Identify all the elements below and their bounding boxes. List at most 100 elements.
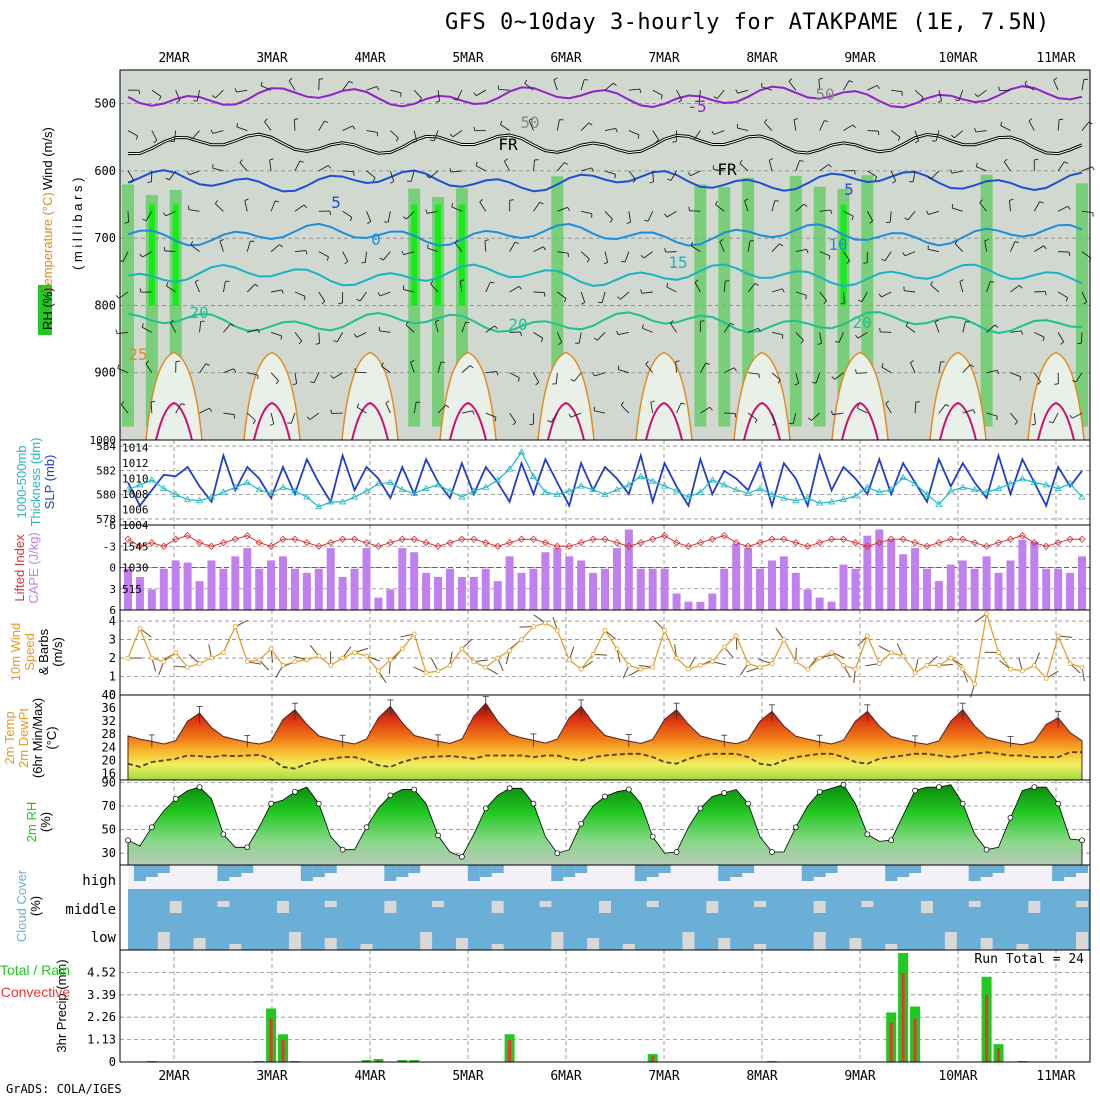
wind-barb-flag bbox=[568, 413, 572, 418]
li-point bbox=[482, 539, 490, 547]
wind-barb bbox=[342, 125, 353, 131]
wind-barb bbox=[832, 412, 844, 416]
wind-barb-flag bbox=[1037, 381, 1041, 385]
wind-speed-point bbox=[984, 611, 989, 617]
contour-label: FR bbox=[717, 160, 737, 179]
wind-barb-flag bbox=[425, 209, 428, 214]
wind-barb-flag bbox=[494, 417, 497, 422]
wind-barb bbox=[643, 251, 653, 259]
wind-barb-flag bbox=[219, 238, 224, 242]
wind-speed-point bbox=[638, 666, 644, 672]
li-point bbox=[935, 539, 943, 547]
wind-barb-flag bbox=[252, 420, 256, 425]
wind-barb bbox=[1081, 251, 1092, 259]
upper-axis-title: RH (%)Temperature (°C) Wind (m/s) ( m i l … bbox=[40, 127, 85, 330]
wind-barb-flag bbox=[254, 283, 259, 287]
hot-layer-contour bbox=[155, 401, 193, 441]
rh-point bbox=[315, 800, 322, 807]
wind-barb bbox=[652, 130, 660, 141]
wind-barb-flag bbox=[427, 244, 429, 249]
wind-barb-flag bbox=[649, 181, 654, 184]
wind-speed-point bbox=[507, 648, 513, 654]
wind-barb-flag bbox=[1053, 77, 1058, 81]
wind-speed-point bbox=[149, 655, 155, 661]
wind-barb-flag bbox=[528, 117, 533, 121]
cape-bar bbox=[684, 601, 693, 610]
x-tick-label-bottom: 7MAR bbox=[648, 1069, 679, 1084]
wind-barb-flag bbox=[855, 334, 859, 339]
wind-barb-flag bbox=[637, 134, 640, 139]
wind-barb-flag bbox=[330, 409, 333, 414]
wind-barb bbox=[379, 330, 391, 333]
y-tick-label: 50 bbox=[102, 823, 116, 837]
wind-barb bbox=[219, 241, 224, 252]
wind-speed-point bbox=[853, 666, 858, 672]
li-point bbox=[565, 542, 573, 550]
wind-barb-flag bbox=[499, 120, 503, 125]
cape-bar bbox=[970, 568, 979, 610]
wind-barb bbox=[437, 404, 447, 414]
wind-barb-flag bbox=[1044, 291, 1047, 296]
wind-barb bbox=[620, 291, 630, 300]
thickness-point bbox=[648, 477, 657, 484]
rh-point bbox=[959, 800, 966, 807]
wind-speed-point bbox=[888, 650, 894, 655]
precip-convective-bar bbox=[997, 1048, 1001, 1062]
wind-speed-point bbox=[793, 659, 799, 665]
wind-barb bbox=[580, 122, 590, 131]
wind-barb bbox=[666, 210, 677, 218]
wind-barb bbox=[450, 170, 462, 173]
warm-layer-contour bbox=[145, 351, 203, 441]
wind-barb bbox=[382, 251, 391, 261]
high-cloud-cell bbox=[491, 865, 504, 873]
cape-bar bbox=[481, 568, 490, 610]
credit-label: GrADS: COLA/IGES bbox=[6, 1082, 122, 1096]
wind-barb bbox=[1075, 372, 1083, 383]
cape-bar bbox=[350, 568, 359, 610]
wind-barb bbox=[1010, 372, 1021, 378]
axis-title: Temperature (°C) bbox=[40, 192, 55, 292]
wind-barb bbox=[1009, 200, 1011, 212]
wind-barb bbox=[819, 291, 827, 301]
li-point bbox=[303, 539, 311, 547]
precip-convective-bar bbox=[985, 994, 989, 1062]
thickness-point bbox=[517, 448, 526, 455]
high-cloud-cell bbox=[813, 865, 826, 877]
wind-barb-flag bbox=[117, 364, 120, 369]
low-cloud-gap bbox=[885, 944, 898, 950]
wind-barb bbox=[670, 322, 677, 333]
axis-title-group: Lifted Index CAPE (J/kg) bbox=[12, 532, 41, 604]
wind-barb bbox=[459, 281, 463, 293]
wind-barb bbox=[188, 209, 200, 212]
high-cloud-cell bbox=[408, 865, 421, 873]
wind-barb-flag bbox=[529, 423, 534, 426]
wind-barb bbox=[151, 130, 158, 141]
thickness-point bbox=[136, 481, 144, 488]
wind-barb-flag bbox=[793, 117, 799, 121]
cape-bar bbox=[1054, 568, 1063, 610]
wind-barb bbox=[815, 372, 821, 384]
warm-layer-contour bbox=[635, 351, 693, 441]
x-tick-label-bottom: 6MAR bbox=[550, 1069, 581, 1084]
cape-bar bbox=[505, 556, 514, 610]
high-cloud-cell bbox=[968, 865, 981, 881]
hot-layer-contour bbox=[939, 401, 977, 441]
wind-speed-point bbox=[483, 664, 489, 670]
precip-convective-label: Convective bbox=[1, 984, 70, 1000]
wind-barb bbox=[604, 251, 609, 263]
cape-bar bbox=[851, 568, 860, 610]
wind-barb-flag bbox=[454, 239, 459, 244]
middle-cloud-gap bbox=[1076, 901, 1088, 907]
thickness-point bbox=[267, 489, 275, 496]
wind-barb-flag bbox=[570, 378, 575, 382]
middle-cloud-gap bbox=[599, 901, 611, 913]
wind-barb bbox=[811, 412, 820, 421]
middle-cloud-gap bbox=[277, 901, 290, 913]
li-point bbox=[804, 542, 812, 550]
wind-barb-flag bbox=[520, 331, 522, 336]
low-cloud-gap bbox=[551, 932, 564, 950]
wind-barb-flag bbox=[761, 82, 763, 87]
wind-speed-point bbox=[459, 646, 465, 652]
wind-barb bbox=[212, 130, 224, 134]
high-cloud-cell bbox=[241, 865, 254, 873]
